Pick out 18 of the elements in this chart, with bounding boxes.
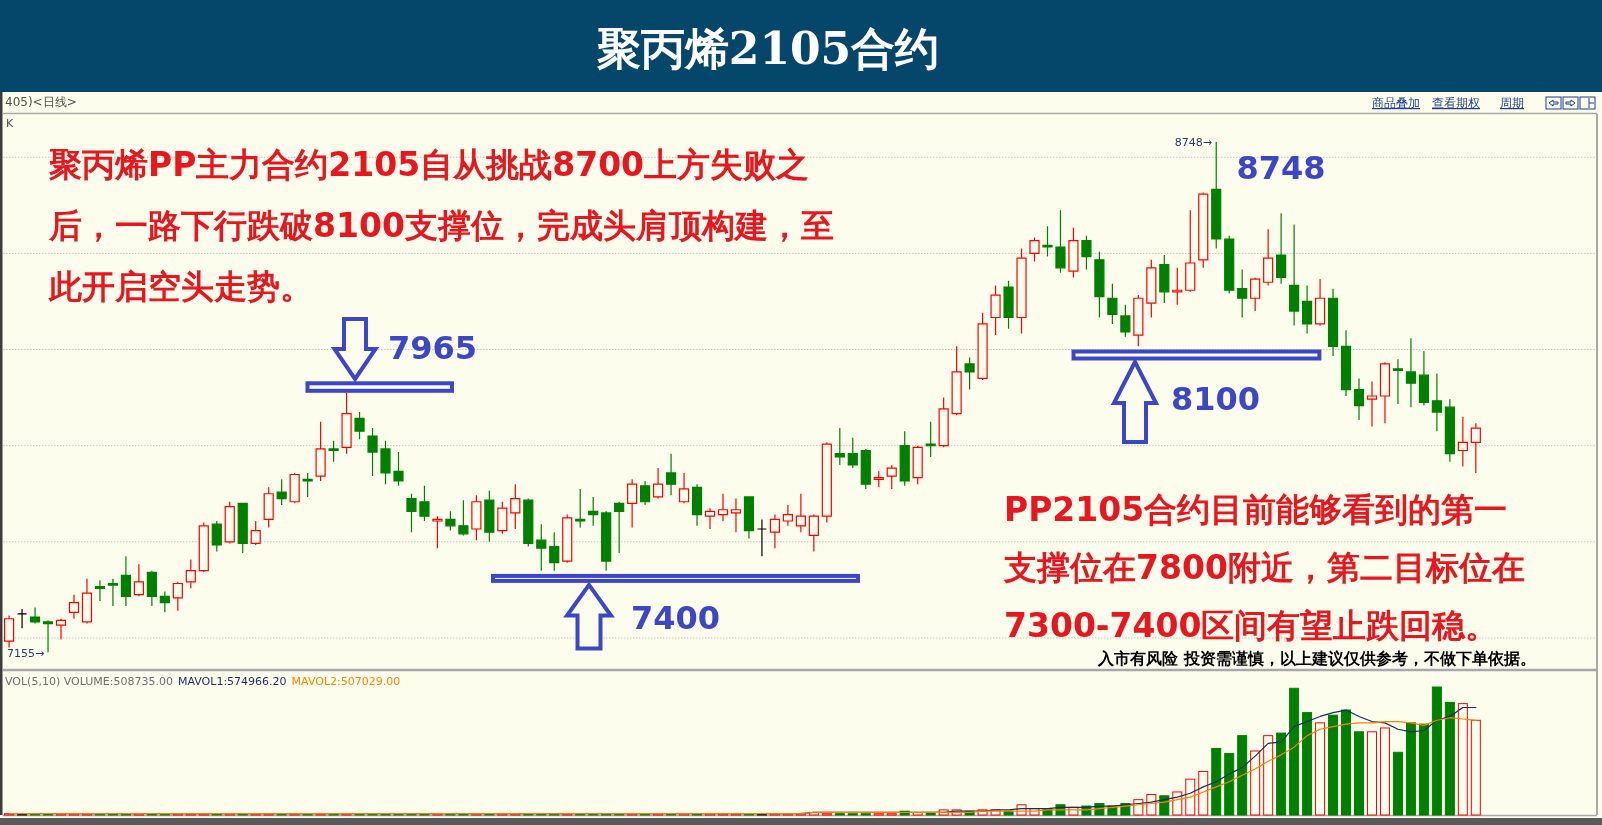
annotation: 7155→ xyxy=(7,646,45,660)
text: MAVOL2:507029.00 xyxy=(291,675,401,688)
annotation: 聚丙烯PP主力合约2105自从挑战8700上方失败之后，一路下行跌破8100支撑位，完成头肩顶构建，至此开启空头走势。 xyxy=(48,145,834,306)
text: 405)<日线> xyxy=(5,95,77,109)
chart-title: 聚丙烯2105合约 xyxy=(596,23,940,74)
annotation: PP2105合约目前能够看到的第一支撑位在7800附近，第二目标位在7300-7400区间有望止跌回稳。 xyxy=(1003,490,1525,645)
text: 周期 xyxy=(1500,96,1524,110)
annotation: K xyxy=(6,117,14,130)
annotation: 入市有风险 投资需谨慎，以上建议仅供参考，不做下单依据。 xyxy=(1097,649,1536,668)
text: MAVOL1:574966.20 xyxy=(177,675,287,688)
annotation: 8748 xyxy=(1236,149,1326,187)
text: 商品叠加 xyxy=(1372,96,1420,110)
annotation: 8748→ xyxy=(1174,136,1212,149)
annotation: 7965 xyxy=(388,329,478,367)
annotation: 8100 xyxy=(1171,379,1261,418)
annotation: VOL(5,10) VOLUME:508735.00 xyxy=(5,675,173,688)
text: 查看期权 xyxy=(1432,96,1480,110)
annotation: 7400 xyxy=(631,599,721,637)
